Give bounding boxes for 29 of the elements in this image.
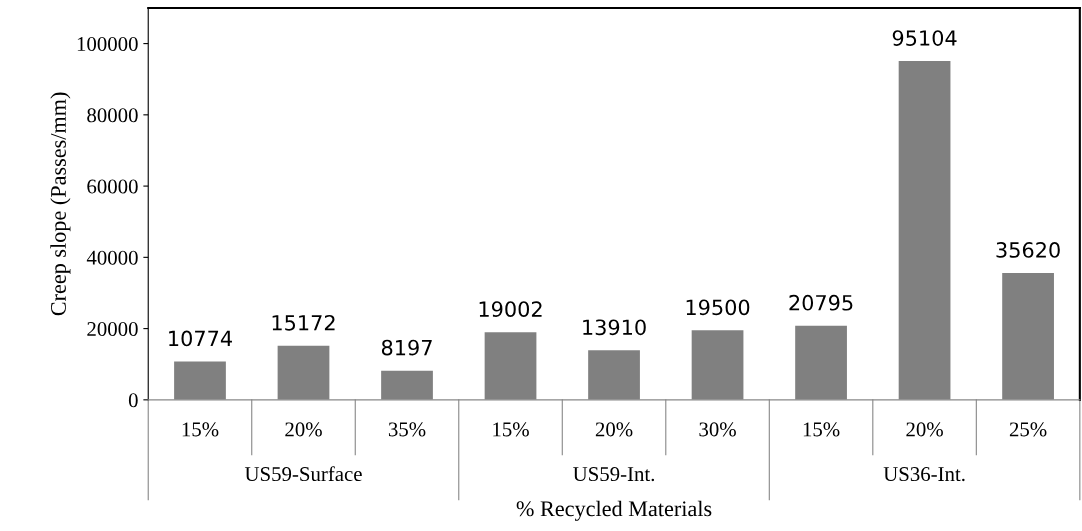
x-tick-label: 20% [906,422,943,437]
y-tick-label: 100000 [77,36,138,52]
x-tick-label: 15% [182,422,219,437]
x-tick-label: 30% [699,422,736,437]
x-tick-label: 35% [388,422,426,437]
text: US59-Int. [573,467,655,482]
data-label: 20795 [789,294,853,311]
data-label: 35620 [996,242,1060,258]
data-label: 95104 [892,30,957,46]
data-label: 19002 [479,301,542,317]
y-tick-label: 0 [128,393,138,408]
x-axis-title: % Recycled Materials [516,500,712,521]
y-tick-label: 80000 [87,108,138,123]
x-tick-label: 25% [1009,422,1047,437]
y-axis-title: Creep slope (Passes/mm) [50,92,71,316]
x-tick-label: 20% [595,422,633,437]
data-label: 19500 [686,299,750,316]
x-tick-label: 20% [285,422,322,437]
data-label: 10774 [169,330,232,347]
data-label: 8197 [381,339,432,356]
x-tick-label: 15% [803,422,840,437]
y-tick-label: 20000 [87,321,138,337]
x-tick-label: 15% [493,422,529,437]
text: US36-Int. [883,467,965,482]
y-tick-label: 40000 [86,250,138,265]
text: US59-Surface [244,466,362,482]
data-label: 13910 [583,319,646,336]
data-label: 15172 [272,314,335,331]
y-tick-label: 60000 [87,179,138,194]
